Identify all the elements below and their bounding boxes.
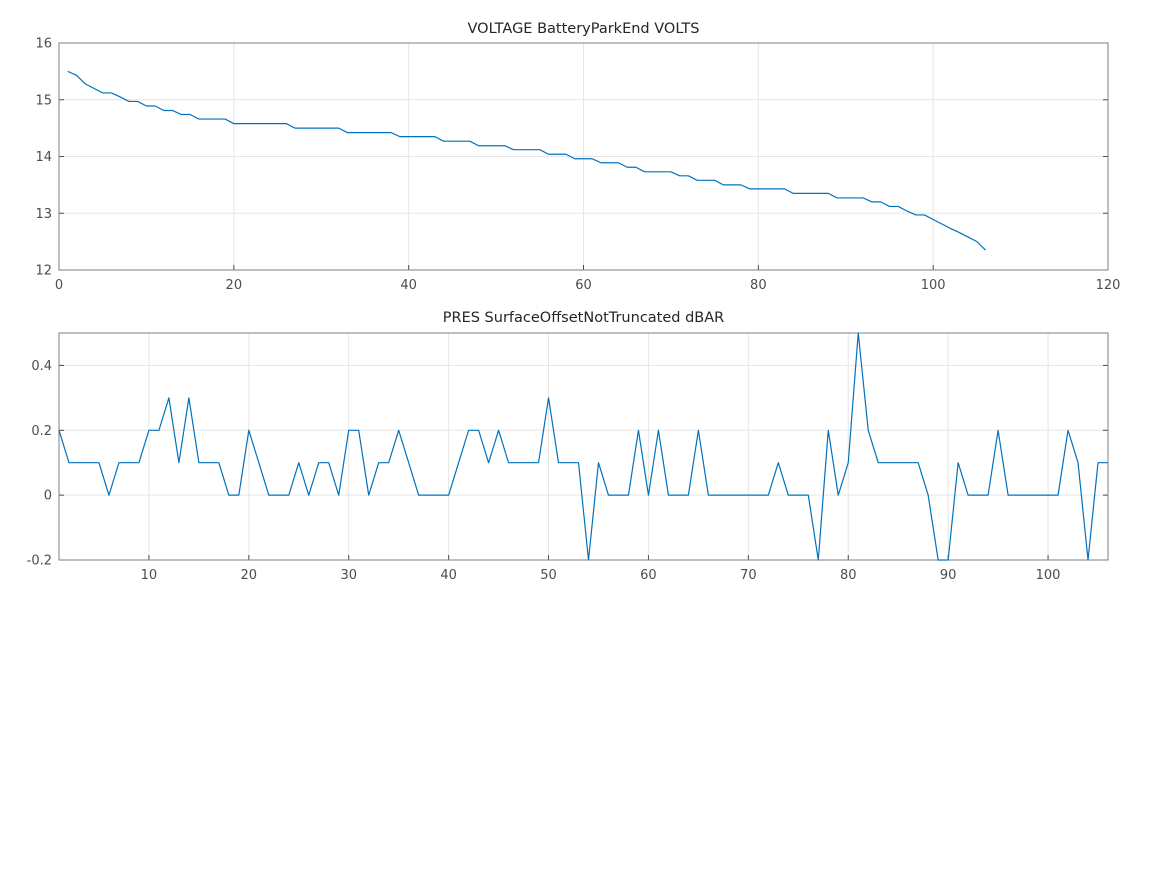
- pressure-x-tick-label: 30: [340, 568, 357, 583]
- voltage-x-tick-label: 80: [750, 278, 767, 293]
- pressure-y-tick-label: 0.2: [31, 424, 52, 439]
- voltage-y-tick-label: 16: [35, 37, 52, 52]
- pressure-x-tick-label: 20: [241, 568, 258, 583]
- voltage-y-tick-label: 15: [35, 93, 52, 108]
- pressure-x-tick-label: 60: [640, 568, 657, 583]
- voltage-x-tick-label: 20: [226, 278, 243, 293]
- voltage-chart: VOLTAGE BatteryParkEnd VOLTS 0 20 40 60 80 100…: [35, 21, 1120, 293]
- voltage-y-tick-label: 13: [35, 207, 52, 222]
- pressure-chart: PRES SurfaceOffsetNotTruncated dBAR 10 20 3…: [27, 310, 1109, 583]
- pressure-x-tick-label: 90: [940, 568, 957, 583]
- pressure-y-tick-label: 0.4: [31, 359, 52, 374]
- voltage-y-tick-label: 14: [35, 150, 52, 165]
- voltage-x-tick-label: 0: [55, 278, 63, 293]
- pressure-y-tick-label: -0.2: [27, 554, 52, 569]
- pressure-series-line: [58, 332, 1108, 561]
- voltage-y-tick-label: 12: [35, 264, 52, 279]
- pressure-chart-title: PRES SurfaceOffsetNotTruncated dBAR: [443, 310, 725, 326]
- voltage-chart-title: VOLTAGE BatteryParkEnd VOLTS: [468, 21, 700, 37]
- pressure-x-tick-label: 10: [141, 568, 158, 583]
- voltage-x-tick-label: 40: [400, 278, 417, 293]
- voltage-x-tick-label: 60: [575, 278, 592, 293]
- pressure-x-tick-label: 50: [540, 568, 557, 583]
- pressure-axes-box: [58, 332, 1109, 561]
- pressure-x-tick-label: 80: [840, 568, 857, 583]
- pressure-x-tick-label: 100: [1036, 568, 1061, 583]
- voltage-x-tick-label: 120: [1096, 278, 1121, 293]
- pressure-x-tick-label: 70: [740, 568, 757, 583]
- pressure-y-tick-label: 0: [44, 489, 52, 504]
- voltage-x-tick-label: 100: [921, 278, 946, 293]
- voltage-series-line: [67, 70, 987, 251]
- voltage-axes-box: [58, 42, 1109, 271]
- pressure-x-tick-label: 40: [440, 568, 457, 583]
